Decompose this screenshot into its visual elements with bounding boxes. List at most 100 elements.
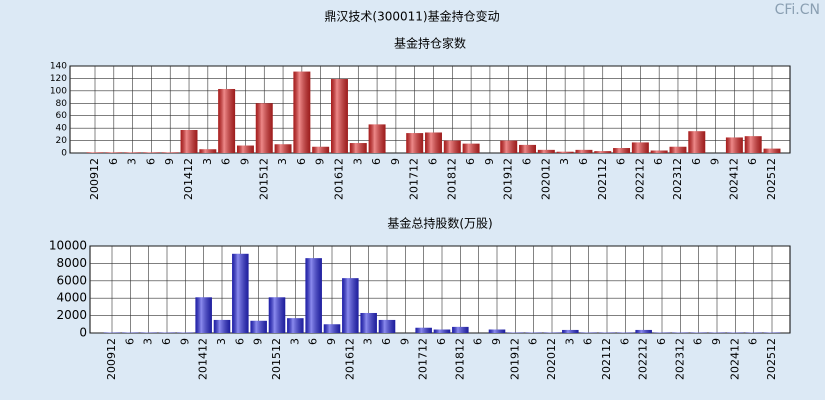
x-tick-label: 201412 <box>197 338 210 380</box>
x-tick-label: 201412 <box>182 158 195 200</box>
x-tick-label: 201712 <box>408 158 421 200</box>
x-tick-label: 9 <box>252 338 265 345</box>
bar-shine <box>199 149 217 153</box>
bar-shine <box>312 146 330 153</box>
bar-shine <box>725 137 743 153</box>
x-tick-label: 6 <box>527 338 540 345</box>
x-tick-label: 202412 <box>728 338 741 380</box>
bar-shine <box>433 329 451 333</box>
x-tick-label: 3 <box>362 338 375 345</box>
chart-title: 基金持仓家数 <box>394 36 466 51</box>
chart-title: 基金总持股数(万股) <box>387 216 492 231</box>
bar-shine <box>537 149 555 153</box>
x-tick-label: 6 <box>577 158 590 165</box>
y-tick-label: 120 <box>50 74 67 84</box>
y-tick-label: 40 <box>56 124 68 134</box>
x-tick-label: 201912 <box>502 158 515 200</box>
y-tick-label: 10000 <box>49 239 87 253</box>
bar-shine <box>669 146 687 153</box>
x-tick-label: 6 <box>380 338 393 345</box>
bar-shine <box>250 320 267 333</box>
x-tick-label: 3 <box>276 158 289 165</box>
x-tick-label: 202212 <box>633 158 646 200</box>
bar-shine <box>575 149 593 153</box>
bar-shine <box>236 145 254 153</box>
y-tick-label: 0 <box>79 326 87 340</box>
x-tick-label: 6 <box>655 338 668 345</box>
x-tick-label: 9 <box>710 338 723 345</box>
x-tick-label: 201912 <box>508 338 521 380</box>
x-tick-label: 201612 <box>332 158 345 200</box>
bar-shine <box>218 88 236 153</box>
y-tick-label: 80 <box>56 99 68 109</box>
x-tick-label: 9 <box>389 158 402 165</box>
y-tick-label: 60 <box>56 111 68 121</box>
x-tick-label: 6 <box>307 338 320 345</box>
bar-shine <box>452 326 469 333</box>
x-tick-label: 9 <box>483 158 496 165</box>
bar-shine <box>519 144 536 153</box>
bar-shine <box>415 327 432 333</box>
bar-shine <box>180 130 198 153</box>
x-tick-label: 6 <box>615 158 628 165</box>
x-tick-label: 201712 <box>417 338 430 380</box>
y-tick-label: 140 <box>50 62 67 72</box>
x-tick-label: 3 <box>215 338 228 345</box>
x-tick-label: 6 <box>652 158 665 165</box>
x-tick-label: 200912 <box>88 158 101 200</box>
bar-shine <box>213 319 231 333</box>
y-tick-label: 8000 <box>56 256 87 270</box>
y-tick-label: 4000 <box>56 291 87 305</box>
bar-shine <box>378 319 396 333</box>
bar-shine <box>650 150 668 153</box>
x-tick-label: 9 <box>163 158 176 165</box>
x-tick-label: 6 <box>464 158 477 165</box>
x-tick-label: 202212 <box>637 338 650 380</box>
x-tick-label: 202512 <box>765 338 778 380</box>
x-tick-label: 6 <box>472 338 485 345</box>
bar-shine <box>425 132 442 153</box>
x-tick-label: 6 <box>618 338 631 345</box>
y-tick-label: 100 <box>50 86 67 96</box>
x-tick-label: 3 <box>351 158 364 165</box>
y-tick-label: 6000 <box>56 273 87 287</box>
bar-shine <box>763 148 781 153</box>
bar-shine <box>635 329 652 333</box>
x-tick-label: 9 <box>325 338 338 345</box>
x-tick-label: 202412 <box>727 158 740 200</box>
x-tick-label: 3 <box>558 158 571 165</box>
bar-shine <box>161 152 179 153</box>
x-tick-label: 201812 <box>445 158 458 200</box>
x-tick-label: 6 <box>233 338 246 345</box>
bar-shine <box>86 152 104 153</box>
bar-shine <box>323 324 341 333</box>
x-tick-label: 202512 <box>765 158 778 200</box>
bar-shine <box>342 278 359 333</box>
x-tick-label: 6 <box>692 338 705 345</box>
bar-shine <box>105 152 123 153</box>
x-tick-label: 6 <box>427 158 440 165</box>
x-tick-label: 6 <box>746 158 759 165</box>
bar-shine <box>274 144 292 153</box>
plot-area <box>89 245 791 334</box>
x-tick-label: 9 <box>398 338 411 345</box>
bar-shine <box>232 253 249 333</box>
bar-shine <box>368 124 386 153</box>
bar-shine <box>268 297 286 333</box>
x-tick-label: 6 <box>107 158 120 165</box>
bar-shine <box>293 71 311 153</box>
y-tick-label: 2000 <box>56 308 87 322</box>
bar-shine <box>443 140 461 153</box>
x-tick-label: 6 <box>295 158 308 165</box>
x-tick-label: 9 <box>238 158 251 165</box>
x-tick-label: 6 <box>123 338 136 345</box>
x-tick-label: 6 <box>144 158 157 165</box>
x-tick-label: 201612 <box>343 338 356 380</box>
x-tick-label: 202112 <box>600 338 613 380</box>
x-tick-label: 6 <box>220 158 233 165</box>
bar-shine <box>744 136 762 153</box>
bar-shine <box>688 131 706 153</box>
bar-shine <box>349 143 367 153</box>
bar-shine <box>255 103 273 153</box>
